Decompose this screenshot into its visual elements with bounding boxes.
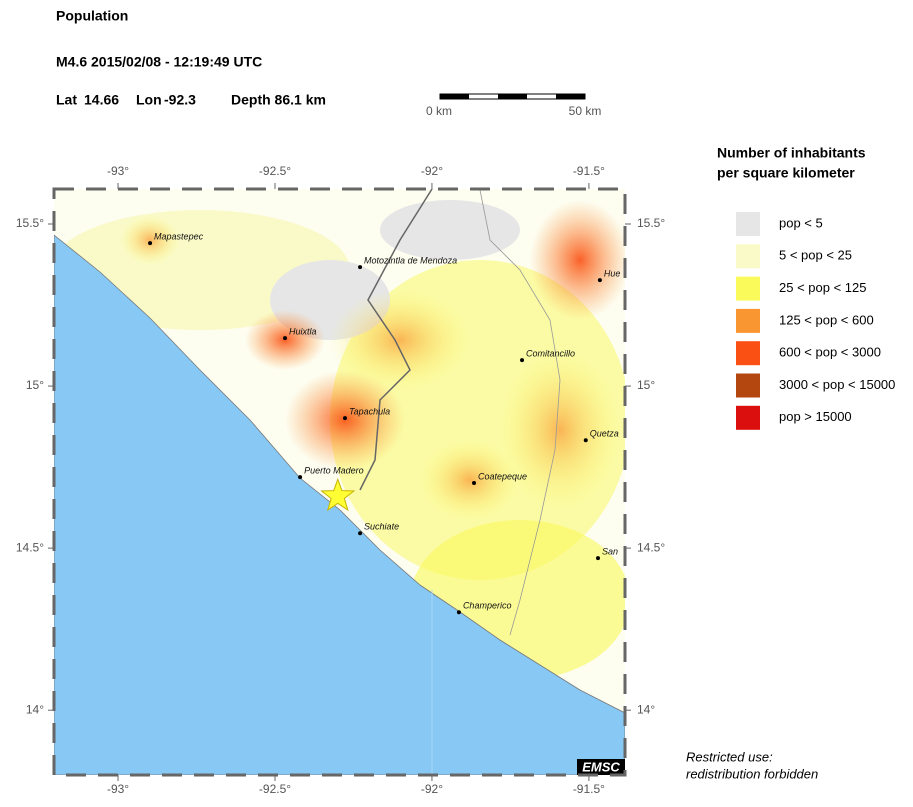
lon-tick-label: -92.5° [259, 782, 291, 796]
lat-label: Lat [56, 92, 77, 108]
note: Restricted use: [686, 749, 773, 764]
city-label: Huixtla [289, 326, 317, 336]
legend-label: pop < 5 [779, 215, 823, 230]
city-dot [597, 278, 602, 283]
city-label: Coatepeque [478, 471, 527, 481]
lat-tick-label: 15.5° [16, 216, 44, 230]
city-dot [298, 475, 303, 480]
city-label: San [602, 547, 618, 557]
legend-label: 600 < pop < 3000 [779, 345, 881, 360]
legend-label: 5 < pop < 25 [779, 248, 852, 263]
map: Mapastepec Motozintla de Mendoza Huixtla Co… [54, 189, 625, 775]
event: M4.6 2015/02/08 - 12:19:49 UTC [56, 54, 262, 70]
city-dot [342, 416, 347, 421]
depth: Depth 86.1 km [231, 92, 326, 108]
legend-swatch [736, 244, 760, 269]
city-label: Suchiate [364, 522, 399, 532]
lat-value: 14.66 [84, 92, 119, 108]
city-label: Puerto Madero [304, 466, 364, 476]
logo: EMSC [582, 759, 620, 774]
city-label: Comitancillo [526, 349, 575, 359]
city-dot [358, 531, 363, 536]
legend-swatch [736, 308, 760, 333]
city-dot [583, 438, 588, 443]
lon-tick-label: -92° [421, 782, 443, 796]
city-label: Champerico [463, 601, 512, 611]
lat-tick-label: 15.5° [637, 216, 665, 230]
legend-label: 25 < pop < 125 [779, 280, 866, 295]
lon-label: Lon [136, 92, 162, 108]
lon-value: -92.3 [164, 92, 196, 108]
note: redistribution forbidden [686, 766, 818, 781]
lat-tick-label: 15° [26, 378, 44, 392]
city-dot [358, 265, 363, 270]
city-dot [520, 358, 525, 363]
lon-tick-label: -92° [421, 164, 443, 178]
legend-swatch [736, 341, 760, 366]
lon-tick-label: -91.5° [573, 782, 605, 796]
scale-end: 50 km [569, 104, 602, 118]
lat-tick-label: 15° [637, 378, 655, 392]
legend-label: 3000 < pop < 15000 [779, 377, 895, 392]
city-dot [472, 480, 477, 485]
scale-start: 0 km [426, 104, 452, 118]
lon-tick-label: -92.5° [259, 164, 291, 178]
city-dot [456, 610, 461, 615]
legend-label: 125 < pop < 600 [779, 312, 874, 327]
city-label: Quetza [590, 429, 619, 439]
city-label: Motozintla de Mendoza [364, 255, 457, 265]
city-dot [283, 336, 288, 341]
lat-tick-label: 14.5° [16, 540, 44, 554]
legend-swatch [736, 373, 760, 398]
city-label: Mapastepec [154, 232, 204, 242]
legend-title: Number of inhabitants [717, 145, 866, 161]
lat-tick-label: 14.5° [637, 540, 665, 554]
legend-title: per square kilometer [717, 165, 855, 181]
lat-tick-label: 14° [637, 702, 655, 716]
lat-tick-label: 14° [26, 702, 44, 716]
city-label: Hue [604, 268, 621, 278]
title: Population [56, 8, 128, 24]
legend-swatch [736, 212, 760, 236]
scale-bar: 0 km 50 km [426, 93, 602, 118]
city-label: Tapachula [349, 407, 390, 417]
legend-swatch [736, 405, 760, 430]
city-dot [148, 241, 153, 246]
map-frame [52, 187, 627, 777]
legend-label: pop > 15000 [779, 409, 852, 424]
lon-tick-label: -93° [107, 782, 129, 796]
lon-tick-label: -93° [107, 164, 129, 178]
legend-swatch [736, 276, 760, 301]
city-dot [596, 556, 601, 561]
epicenter [320, 477, 356, 512]
lon-tick-label: -91.5° [573, 164, 605, 178]
